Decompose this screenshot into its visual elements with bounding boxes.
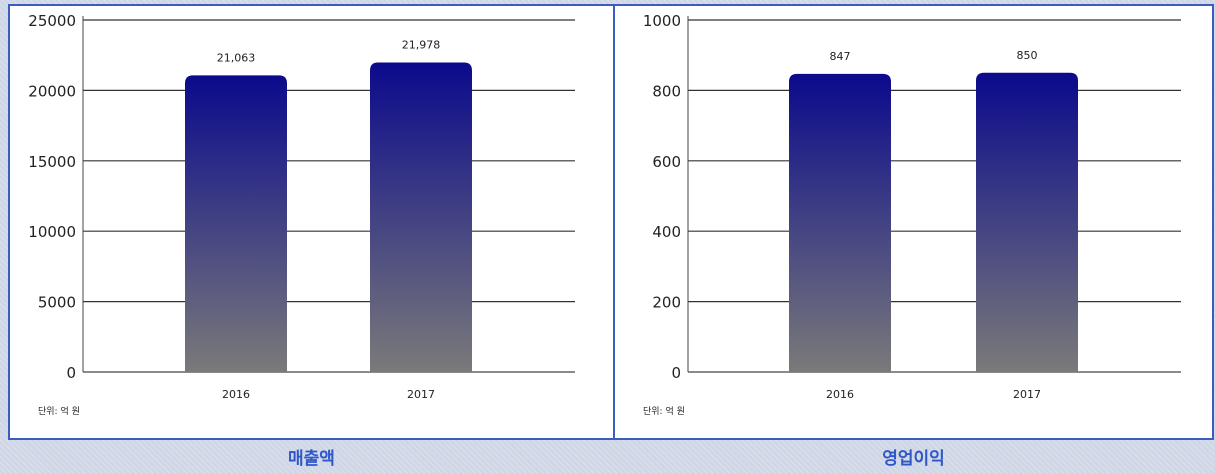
profit-y-tick-label: 1000 [643,12,681,30]
profit-x-tick-label: 2016 [826,388,854,401]
profit-y-tick-label: 400 [652,223,681,241]
sales-y-tick-label: 25000 [28,12,76,30]
profit-y-tick-label: 600 [652,153,681,171]
profit-plot-background [615,6,1212,438]
profit-data-label: 847 [830,50,851,63]
sales-y-tick-label: 15000 [28,153,76,171]
sales-plot-background [10,6,613,438]
sales-data-label: 21,063 [217,51,256,64]
profit-x-tick-label: 2017 [1013,388,1041,401]
sales-y-tick-label: 20000 [28,82,76,100]
operating-profit-chart-caption: 영업이익 [882,449,945,469]
profit-unit-note: 단위: 억 원 [643,405,685,417]
sales-y-tick-label: 5000 [38,294,76,312]
sales-unit-note: 단위: 억 원 [38,405,80,417]
sales-bar-2017 [370,62,472,373]
sales-y-tick-label: 10000 [28,223,76,241]
sales-y-tick-label: 0 [66,364,76,382]
profit-y-tick-label: 800 [652,82,681,100]
sales-chart: 0 5000 10000 15000 20000 25000 21,063 2016 21,97… [10,6,613,438]
sales-x-tick-label: 2016 [222,388,250,401]
operating-profit-chart: 0 200 400 600 800 1000 847 2016 850 2017 단위: 억 원 [615,6,1212,438]
sales-data-label: 21,978 [402,39,441,52]
operating-profit-chart-frame: 0 200 400 600 800 1000 847 2016 850 2017 단위: 억 원 [613,4,1214,440]
sales-chart-caption: 매출액 [288,449,335,469]
sales-bar-2016 [185,75,287,373]
profit-y-tick-label: 0 [671,364,681,382]
sales-x-tick-label: 2017 [407,388,435,401]
profit-bar-2017 [976,72,1078,373]
profit-y-tick-label: 200 [652,294,681,312]
profit-data-label: 850 [1017,49,1038,62]
profit-bar-2016 [789,73,891,372]
sales-chart-frame: 0 5000 10000 15000 20000 25000 21,063 2016 21,97… [8,4,615,440]
